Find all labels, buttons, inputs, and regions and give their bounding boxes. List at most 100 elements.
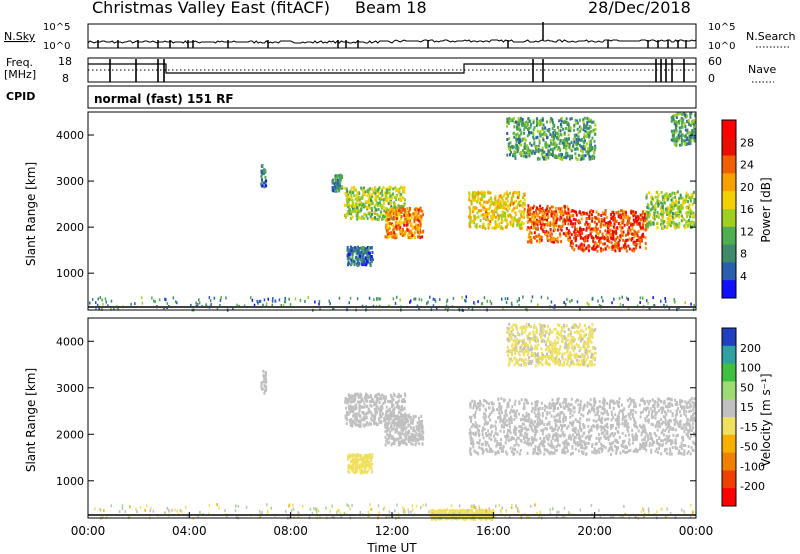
- echo-cell: [509, 425, 512, 429]
- echo-cell: [692, 211, 695, 215]
- colorbar-frame: [721, 119, 737, 299]
- echo-cell: [387, 218, 390, 221]
- echo-cell: [565, 137, 568, 141]
- echo-cell: [590, 230, 593, 234]
- echo-cell: [540, 226, 543, 230]
- echo-cell: [573, 209, 576, 213]
- echo-cell: [636, 222, 639, 226]
- echo-cell: [394, 212, 397, 216]
- echo-cell: [624, 444, 627, 448]
- noise-cell: [379, 297, 382, 301]
- echo-cell: [570, 402, 573, 406]
- echo-cell: [669, 203, 672, 207]
- echo-cell: [514, 191, 517, 195]
- echo-cell: [658, 398, 661, 402]
- echo-cell: [264, 168, 267, 172]
- echo-cell: [612, 235, 615, 239]
- echo-cell: [671, 200, 674, 204]
- echo-cell: [551, 445, 554, 449]
- echo-cell: [373, 422, 375, 426]
- echo-cell: [622, 230, 625, 234]
- echo-cell: [628, 442, 631, 446]
- echo-cell: [612, 244, 614, 248]
- echo-cell: [571, 144, 574, 148]
- echo-cell: [512, 220, 515, 224]
- echo-cell: [402, 221, 405, 225]
- echo-cell: [418, 416, 420, 420]
- echo-cell: [601, 235, 604, 239]
- echo-cell: [386, 414, 389, 418]
- echo-cell: [523, 145, 526, 149]
- echo-cell: [364, 200, 367, 204]
- echo-cell: [576, 441, 579, 444]
- echo-cell: [691, 129, 694, 132]
- echo-cell: [654, 195, 657, 199]
- echo-cell: [538, 138, 541, 142]
- echo-cell: [362, 423, 365, 427]
- noise-cell: [684, 301, 686, 305]
- echo-cell: [584, 139, 586, 143]
- echo-cell: [419, 236, 422, 240]
- echo-cell: [374, 216, 376, 220]
- echo-cell: [585, 211, 588, 215]
- echo-cell: [353, 399, 355, 403]
- echo-cell: [525, 125, 528, 129]
- echo-cell: [675, 447, 677, 450]
- echo-cell: [349, 395, 352, 398]
- echo-cell: [518, 141, 520, 145]
- echo-cell: [565, 141, 568, 145]
- echo-cell: [535, 147, 538, 151]
- echo-cell: [678, 420, 681, 424]
- echo-cell: [378, 400, 381, 404]
- echo-cell: [612, 232, 615, 236]
- echo-cell: [470, 431, 473, 435]
- echo-cell: [404, 219, 407, 223]
- echo-cell: [562, 220, 565, 224]
- noise-cell: [394, 301, 397, 305]
- echo-cell: [654, 203, 657, 207]
- echo-cell: [357, 195, 360, 199]
- echo-cell: [505, 438, 508, 441]
- echo-cell: [335, 188, 338, 192]
- echo-cell: [382, 205, 385, 209]
- echo-cell: [365, 412, 368, 416]
- echo-cell: [652, 205, 655, 209]
- echo-cell: [510, 450, 513, 454]
- echo-cell: [410, 213, 413, 217]
- echo-cell: [545, 232, 547, 236]
- echo-cell: [529, 236, 532, 239]
- echo-cell: [522, 196, 524, 200]
- echo-cell: [546, 437, 549, 441]
- echo-cell: [520, 154, 523, 158]
- echo-cell: [552, 216, 555, 220]
- echo-cell: [345, 398, 348, 402]
- echo-cell: [260, 381, 263, 385]
- echo-cell: [564, 137, 567, 141]
- echo-cell: [489, 222, 492, 226]
- echo-cell: [376, 411, 379, 415]
- echo-cell: [382, 198, 385, 202]
- echo-cell: [586, 120, 589, 124]
- echo-cell: [590, 403, 593, 407]
- echo-cell: [646, 211, 649, 214]
- echo-cell: [411, 225, 414, 229]
- echo-cell: [642, 232, 644, 236]
- echo-cell: [410, 433, 413, 437]
- echo-cell: [512, 145, 515, 149]
- echo-cell: [581, 434, 584, 438]
- echo-cell: [526, 228, 529, 232]
- echo-cell: [676, 223, 679, 227]
- echo-cell: [611, 210, 614, 214]
- echo-cell: [410, 222, 413, 226]
- echo-cell: [518, 209, 521, 213]
- echo-cell: [649, 223, 652, 227]
- echo-cell: [363, 412, 366, 416]
- echo-cell: [584, 239, 586, 243]
- echo-cell: [367, 395, 370, 399]
- echo-cell: [380, 191, 382, 195]
- echo-cell: [689, 115, 692, 119]
- echo-cell: [577, 131, 580, 135]
- echo-cell: [518, 429, 521, 433]
- echo-cell: [543, 211, 546, 215]
- echo-cell: [524, 154, 527, 158]
